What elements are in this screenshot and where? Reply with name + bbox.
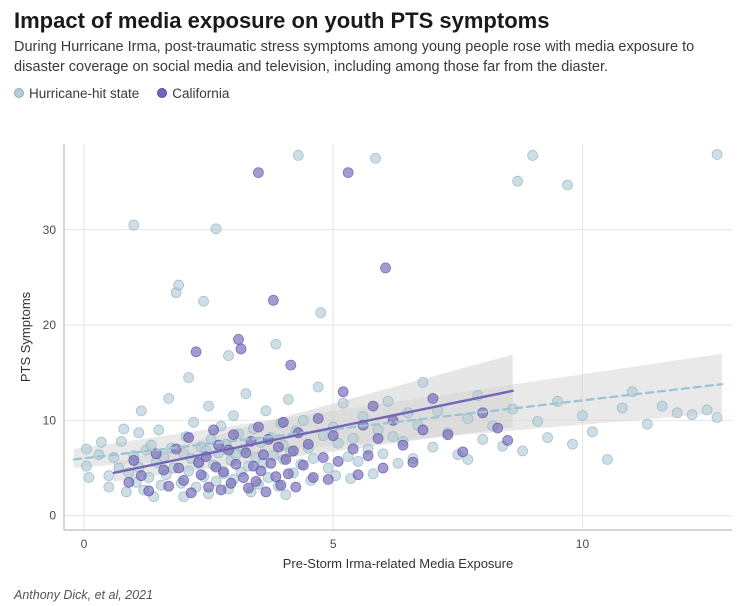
header: Impact of media exposure on youth PTS sy… <box>0 0 754 80</box>
source-credit: Anthony Dick, et al, 2021 <box>14 588 153 602</box>
scatter-plot-svg: 0 5 10 0 10 20 30 Pre-Storm Irma-related Media … <box>14 138 740 578</box>
legend-label-california: California <box>172 86 229 101</box>
svg-text:20: 20 <box>43 318 57 332</box>
chart-subtitle: During Hurricane Irma, post-traumatic st… <box>14 38 734 77</box>
legend: Hurricane-hit state California <box>0 80 754 101</box>
chart-title: Impact of media exposure on youth PTS sy… <box>14 8 740 34</box>
legend-item-california: California <box>157 86 229 101</box>
figure-root: Impact of media exposure on youth PTS sy… <box>0 0 754 606</box>
svg-text:0: 0 <box>49 509 56 523</box>
svg-text:10: 10 <box>43 413 57 427</box>
svg-text:Pre-Storm Irma-related Media E: Pre-Storm Irma-related Media Exposure <box>283 556 513 571</box>
legend-dot-hurricane <box>14 88 24 98</box>
legend-label-hurricane: Hurricane-hit state <box>29 86 139 101</box>
svg-text:10: 10 <box>576 537 590 551</box>
svg-text:30: 30 <box>43 223 57 237</box>
chart-area: 0 5 10 0 10 20 30 Pre-Storm Irma-related Media … <box>14 138 740 578</box>
legend-item-hurricane: Hurricane-hit state <box>14 86 139 101</box>
svg-text:5: 5 <box>330 537 337 551</box>
svg-text:0: 0 <box>81 537 88 551</box>
legend-dot-california <box>157 88 167 98</box>
svg-text:PTS Symptoms: PTS Symptoms <box>18 291 33 382</box>
